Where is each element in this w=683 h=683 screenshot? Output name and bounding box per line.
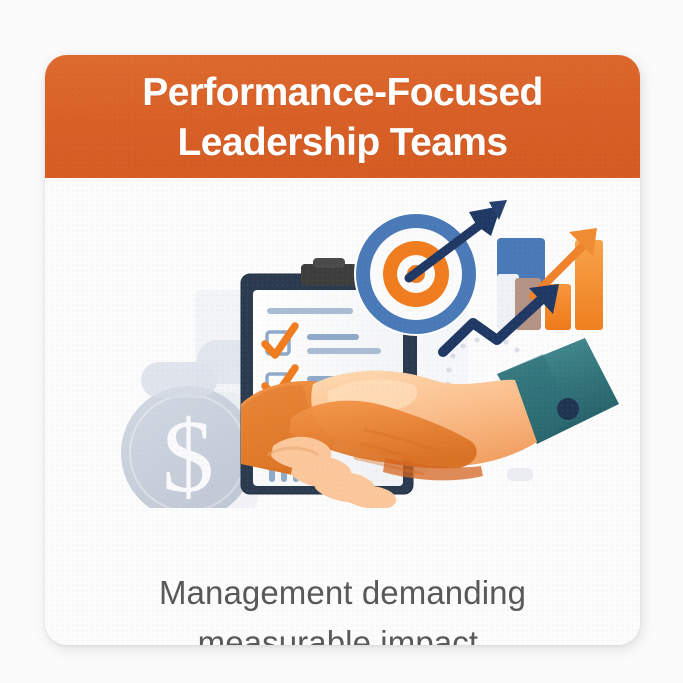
caption-line-1: Management demanding: [158, 574, 527, 611]
target-with-arrow: [354, 200, 507, 336]
handshake: [241, 370, 537, 508]
card-title-line-2: Leadership Teams: [177, 120, 509, 164]
bar-4: [575, 240, 603, 330]
clipboard-clip: [301, 264, 357, 286]
info-card: Performance-Focused Leadership Teams: [45, 55, 640, 645]
card-body: $: [45, 178, 640, 645]
arrow-fletching: [469, 206, 501, 236]
check-icon: [261, 322, 299, 359]
card-header-band: Performance-Focused Leadership Teams: [45, 55, 640, 178]
growth-arrow: [438, 284, 559, 357]
arrow-shaft: [404, 219, 486, 283]
chart-trend-arrowhead: [569, 228, 597, 256]
card-caption: Management demanding measurable impact.: [45, 568, 640, 645]
sleeve-button: [557, 398, 579, 420]
dollar-coin-label: $: [162, 399, 214, 508]
checklist-row: [261, 322, 381, 359]
card-title-line-1: Performance-Focused: [142, 70, 543, 114]
illustration-canvas: $: [121, 200, 619, 508]
dollar-coin: $: [121, 386, 255, 508]
caption-line-2: measurable impact.: [197, 624, 488, 645]
bar-chart: [497, 228, 603, 330]
growth-arrowhead: [529, 284, 559, 314]
